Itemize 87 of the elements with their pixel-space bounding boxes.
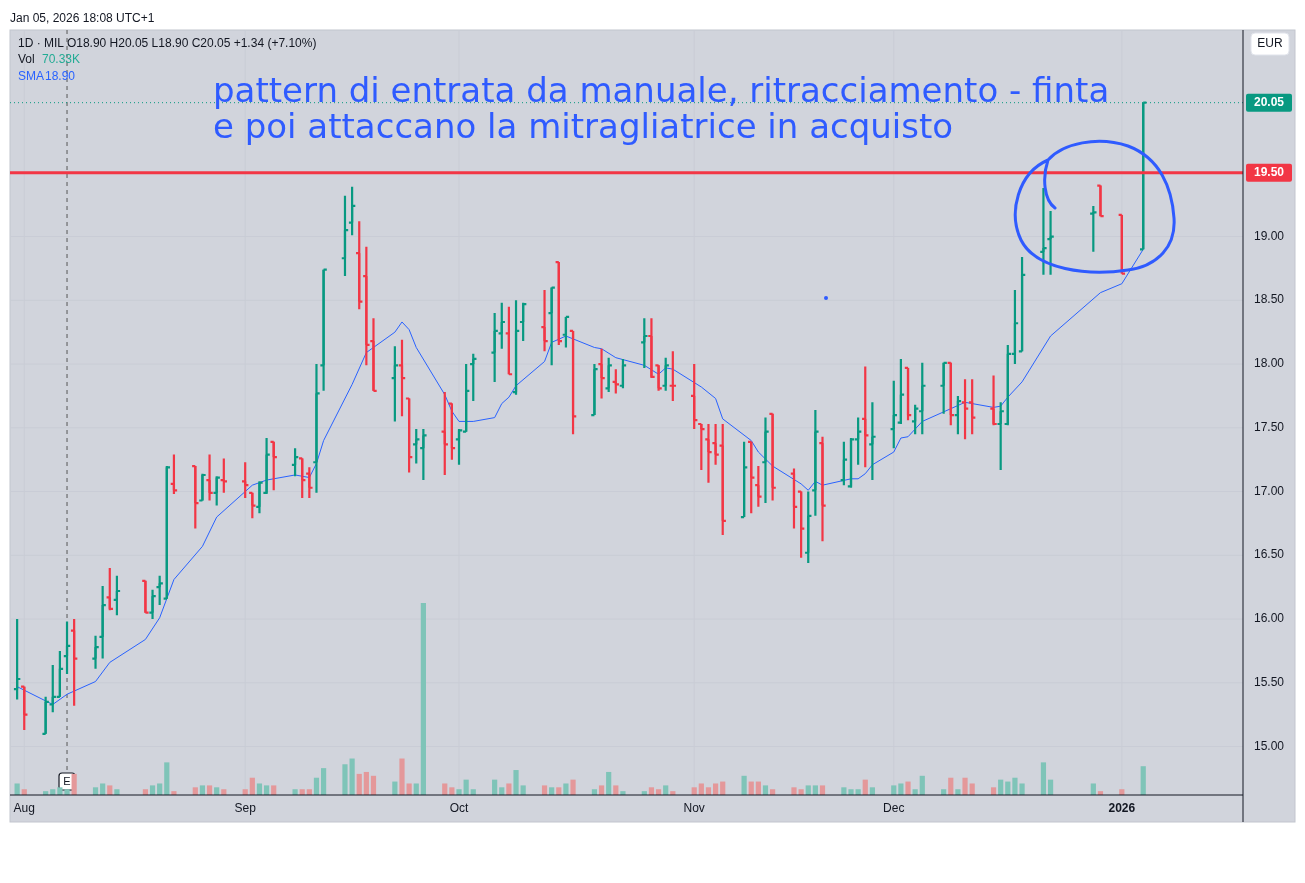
bar bbox=[157, 783, 163, 795]
y-tick-label: 18.50 bbox=[1254, 292, 1285, 307]
bar bbox=[819, 785, 826, 795]
bar bbox=[442, 783, 448, 795]
bar bbox=[206, 785, 213, 795]
candlestick bbox=[144, 579, 147, 614]
bar bbox=[812, 785, 818, 795]
bar bbox=[456, 789, 462, 795]
bar bbox=[321, 768, 327, 795]
bar bbox=[164, 762, 170, 795]
bar bbox=[64, 789, 70, 795]
annotation: 18.90 bbox=[45, 69, 76, 83]
annotation: 70.33K bbox=[42, 52, 81, 66]
y-tick-label: 17.00 bbox=[1254, 483, 1285, 498]
bar bbox=[898, 783, 904, 795]
bar bbox=[919, 775, 925, 795]
candlestick bbox=[1099, 184, 1102, 218]
bar bbox=[905, 781, 911, 795]
bar bbox=[663, 785, 669, 795]
bar bbox=[969, 783, 975, 795]
text: EUR bbox=[1257, 36, 1283, 51]
bar bbox=[741, 775, 747, 795]
bar bbox=[1140, 766, 1146, 795]
bar bbox=[413, 783, 419, 795]
y-tick-label: 16.50 bbox=[1254, 547, 1285, 562]
bar bbox=[513, 770, 519, 795]
bar bbox=[598, 785, 605, 795]
bar bbox=[620, 791, 626, 795]
line-series bbox=[16, 248, 1144, 705]
y-tick-label: 17.50 bbox=[1254, 419, 1285, 434]
bar bbox=[506, 783, 512, 795]
bar bbox=[791, 787, 797, 795]
bar bbox=[891, 785, 897, 795]
bar bbox=[149, 785, 156, 795]
text: Vol bbox=[18, 52, 35, 66]
annotation: E bbox=[63, 774, 71, 787]
bar bbox=[363, 771, 369, 795]
bar bbox=[570, 779, 576, 795]
bar bbox=[199, 785, 206, 795]
x-tick-label: Sep bbox=[234, 801, 257, 815]
bar bbox=[107, 785, 113, 795]
bar bbox=[399, 758, 405, 795]
x-tick-label: Dec bbox=[883, 801, 905, 815]
bar bbox=[955, 789, 961, 795]
bar bbox=[342, 764, 348, 795]
text: Jan 05, 2026 18:08 UTC+1 bbox=[10, 11, 155, 25]
bar bbox=[541, 785, 548, 795]
bar bbox=[1040, 762, 1047, 795]
x-tick-label: Nov bbox=[683, 801, 705, 815]
bar bbox=[271, 785, 277, 795]
bar bbox=[263, 785, 270, 795]
bar bbox=[100, 783, 106, 795]
x-tick-label: Aug bbox=[13, 801, 35, 815]
bar bbox=[848, 789, 854, 795]
bar bbox=[370, 775, 377, 795]
y-tick-label: 19.00 bbox=[1254, 228, 1285, 243]
bar bbox=[114, 789, 120, 795]
bar bbox=[14, 783, 20, 795]
bar bbox=[349, 758, 355, 795]
text: SMA bbox=[18, 69, 45, 83]
bar bbox=[171, 791, 177, 795]
bar bbox=[606, 771, 612, 795]
ref-line-label: 20.05 bbox=[1253, 94, 1285, 109]
annotation: pattern di entrata da manuale, ritracciamento - finta bbox=[213, 70, 1110, 110]
y-tick-label: 15.50 bbox=[1254, 674, 1285, 689]
text: 1D · MIL O18.90 H20.05 L18.90 C20.05 +1.34 (+7.10%) bbox=[18, 36, 317, 50]
y-tick-label: 15.00 bbox=[1254, 738, 1285, 753]
bar bbox=[962, 777, 968, 795]
bar bbox=[356, 773, 362, 795]
bar bbox=[256, 783, 263, 795]
bar bbox=[698, 783, 704, 795]
bar bbox=[292, 789, 298, 795]
y-tick-label: 18.00 bbox=[1254, 356, 1285, 371]
ref-line-label: 19.50 bbox=[1253, 164, 1285, 179]
bar bbox=[712, 783, 719, 795]
bar bbox=[406, 783, 412, 795]
bar bbox=[613, 785, 619, 795]
bar bbox=[520, 785, 526, 795]
bar bbox=[805, 785, 811, 795]
bar bbox=[563, 783, 569, 795]
y-tick-label: 16.00 bbox=[1254, 611, 1285, 626]
x-tick-label: Oct bbox=[449, 801, 470, 815]
bar bbox=[420, 603, 426, 795]
bar bbox=[762, 785, 769, 795]
x-tick-label: 2026 bbox=[1108, 801, 1136, 815]
candlestick bbox=[201, 472, 204, 502]
bar bbox=[1090, 783, 1096, 795]
